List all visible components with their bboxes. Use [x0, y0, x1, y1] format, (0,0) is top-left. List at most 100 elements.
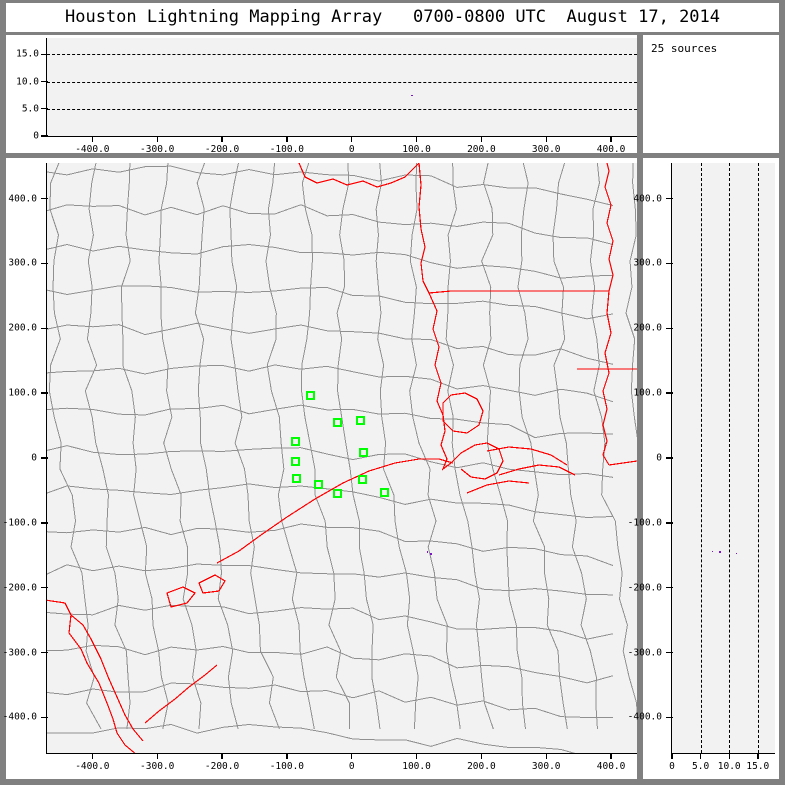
y-tick-label: -300.0	[627, 647, 662, 658]
source-point	[711, 550, 714, 553]
x-tick-label: 0	[348, 761, 355, 772]
x-tickmark	[545, 753, 547, 759]
top-panel-points	[47, 38, 637, 136]
y-tickmark	[41, 262, 48, 265]
y-tick-label: -100.0	[627, 517, 662, 529]
map-x-axis	[46, 753, 637, 755]
geography-overlay	[47, 163, 637, 753]
y-tick-label: -400.0	[2, 711, 37, 723]
y-tickmark	[41, 80, 48, 83]
y-tickmark	[666, 651, 673, 654]
station-markers	[47, 163, 637, 753]
gridline-horizontal	[47, 54, 637, 56]
x-tickmark	[610, 753, 612, 759]
y-tick-label: 5.0	[21, 103, 39, 115]
x-tickmark	[415, 136, 418, 142]
top-panel-y-axis	[46, 38, 48, 137]
station-marker	[306, 390, 316, 400]
x-tick-label: -100.0	[269, 144, 305, 155]
x-tick-label: -100.0	[269, 761, 305, 772]
y-tickmark	[41, 392, 48, 394]
x-tick-label: 0	[669, 761, 675, 772]
county-boundaries	[47, 163, 637, 753]
station-marker	[332, 489, 342, 499]
station-marker	[358, 447, 368, 457]
y-tick-label: 100.0	[633, 387, 662, 399]
station-marker	[313, 480, 323, 490]
x-tick-label: -200.0	[204, 144, 240, 155]
x-tick-label: 400.0	[596, 144, 626, 155]
gridline-horizontal	[47, 81, 637, 83]
x-tickmark	[351, 136, 353, 142]
source-point	[426, 551, 429, 553]
x-tickmark	[91, 753, 94, 759]
state-boundaries	[47, 163, 637, 753]
x-tick-label: 400.0	[596, 761, 626, 772]
x-tick-label: 200.0	[467, 761, 496, 772]
y-tickmark	[41, 651, 48, 654]
x-tick-label: 15.0	[746, 761, 770, 772]
y-tick-label: -200.0	[627, 582, 662, 594]
x-tick-label: 100.0	[402, 761, 431, 772]
y-tick-label: -400.0	[627, 711, 662, 723]
source-point	[411, 94, 413, 97]
sources-count-panel: 25 sources	[643, 35, 779, 153]
y-tickmark	[41, 586, 48, 589]
y-tickmark	[666, 392, 673, 394]
y-tickmark	[41, 327, 48, 330]
sources-count-label: 25 sources	[651, 42, 718, 55]
station-marker	[292, 474, 302, 484]
y-tickmark	[41, 716, 48, 719]
x-tick-label: -400.0	[75, 144, 110, 155]
y-tick-label: 300.0	[633, 257, 662, 269]
x-tick-label: -200.0	[204, 761, 240, 772]
x-tick-label: 10.0	[717, 761, 741, 772]
y-tickmark	[41, 53, 48, 56]
x-tickmark	[221, 136, 223, 142]
source-point	[735, 552, 738, 555]
station-marker	[290, 437, 300, 447]
top-panel-gridlines	[47, 38, 637, 136]
x-tickmark	[286, 753, 288, 759]
x-tick-label: -400.0	[75, 761, 110, 772]
x-tick-label: 200.0	[467, 144, 496, 155]
station-marker	[357, 474, 367, 484]
x-tickmark	[699, 753, 702, 759]
x-tickmark	[480, 753, 483, 759]
gridline-vertical	[700, 163, 702, 753]
x-tickmark	[415, 753, 418, 759]
x-tickmark	[671, 753, 673, 759]
station-marker	[291, 456, 301, 466]
y-tickmark	[666, 262, 673, 265]
right-panel-gridlines	[672, 163, 775, 753]
station-marker	[355, 415, 365, 425]
y-tick-label: -200.0	[2, 582, 37, 594]
gridline-vertical	[729, 163, 731, 753]
x-tick-label: -300.0	[140, 761, 175, 772]
y-tickmark	[41, 457, 48, 459]
gridline-vertical	[757, 163, 759, 753]
x-tick-label: 300.0	[531, 144, 561, 155]
x-tick-label: 0	[348, 144, 355, 155]
x-tickmark	[286, 136, 288, 142]
x-tickmark	[545, 136, 547, 142]
x-tickmark	[757, 753, 759, 759]
y-tick-label: 300.0	[8, 257, 37, 269]
gridline-horizontal	[47, 108, 637, 110]
x-tickmark	[610, 136, 612, 142]
plan-view-plot	[47, 163, 637, 753]
right-panel-x-axis	[671, 753, 775, 755]
right-panel-points	[672, 163, 775, 753]
map-source-points	[47, 163, 637, 753]
y-tickmark	[666, 522, 673, 524]
x-tickmark	[728, 753, 730, 759]
station-marker	[332, 417, 342, 427]
top-panel-x-axis	[46, 136, 637, 138]
x-tick-label: 300.0	[531, 761, 561, 772]
y-tickmark	[666, 197, 673, 200]
y-tickmark	[41, 522, 48, 524]
y-tickmark	[666, 457, 673, 459]
